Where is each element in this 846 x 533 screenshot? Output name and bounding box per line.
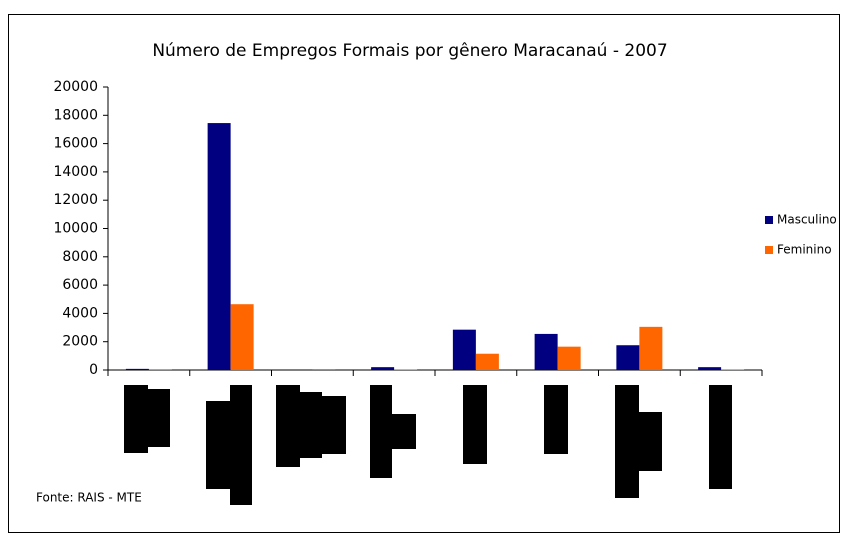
y-tick-label: 16000 (53, 136, 98, 152)
bar (125, 368, 149, 370)
source-note: Fonte: RAIS - MTE (36, 491, 142, 505)
bar (557, 346, 581, 370)
y-tick-label: 8000 (62, 249, 98, 265)
y-tick-label: 6000 (62, 277, 98, 293)
y-tick-label: 4000 (62, 305, 98, 321)
bar (452, 329, 476, 370)
bar (207, 123, 231, 371)
y-tick-label: 0 (89, 362, 98, 378)
bar (534, 333, 558, 370)
y-tick-label: 10000 (53, 221, 98, 237)
legend-label: Feminino (777, 243, 832, 257)
bar (616, 345, 640, 370)
y-tick-label: 14000 (53, 164, 98, 180)
legend-swatch (765, 246, 773, 254)
redacted-labels (124, 385, 732, 505)
bar (230, 304, 254, 370)
y-tick-label: 12000 (53, 192, 98, 208)
bar (371, 367, 395, 370)
y-tick-label: 18000 (53, 107, 98, 123)
y-tick-label: 2000 (62, 334, 98, 350)
bar (639, 326, 663, 370)
chart-title: Número de Empregos Formais por gênero Ma… (152, 41, 667, 61)
bar (475, 353, 499, 370)
legend-swatch (765, 216, 773, 224)
y-tick-label: 20000 (53, 79, 98, 95)
bar (698, 367, 722, 370)
legend-label: Masculino (777, 213, 837, 227)
